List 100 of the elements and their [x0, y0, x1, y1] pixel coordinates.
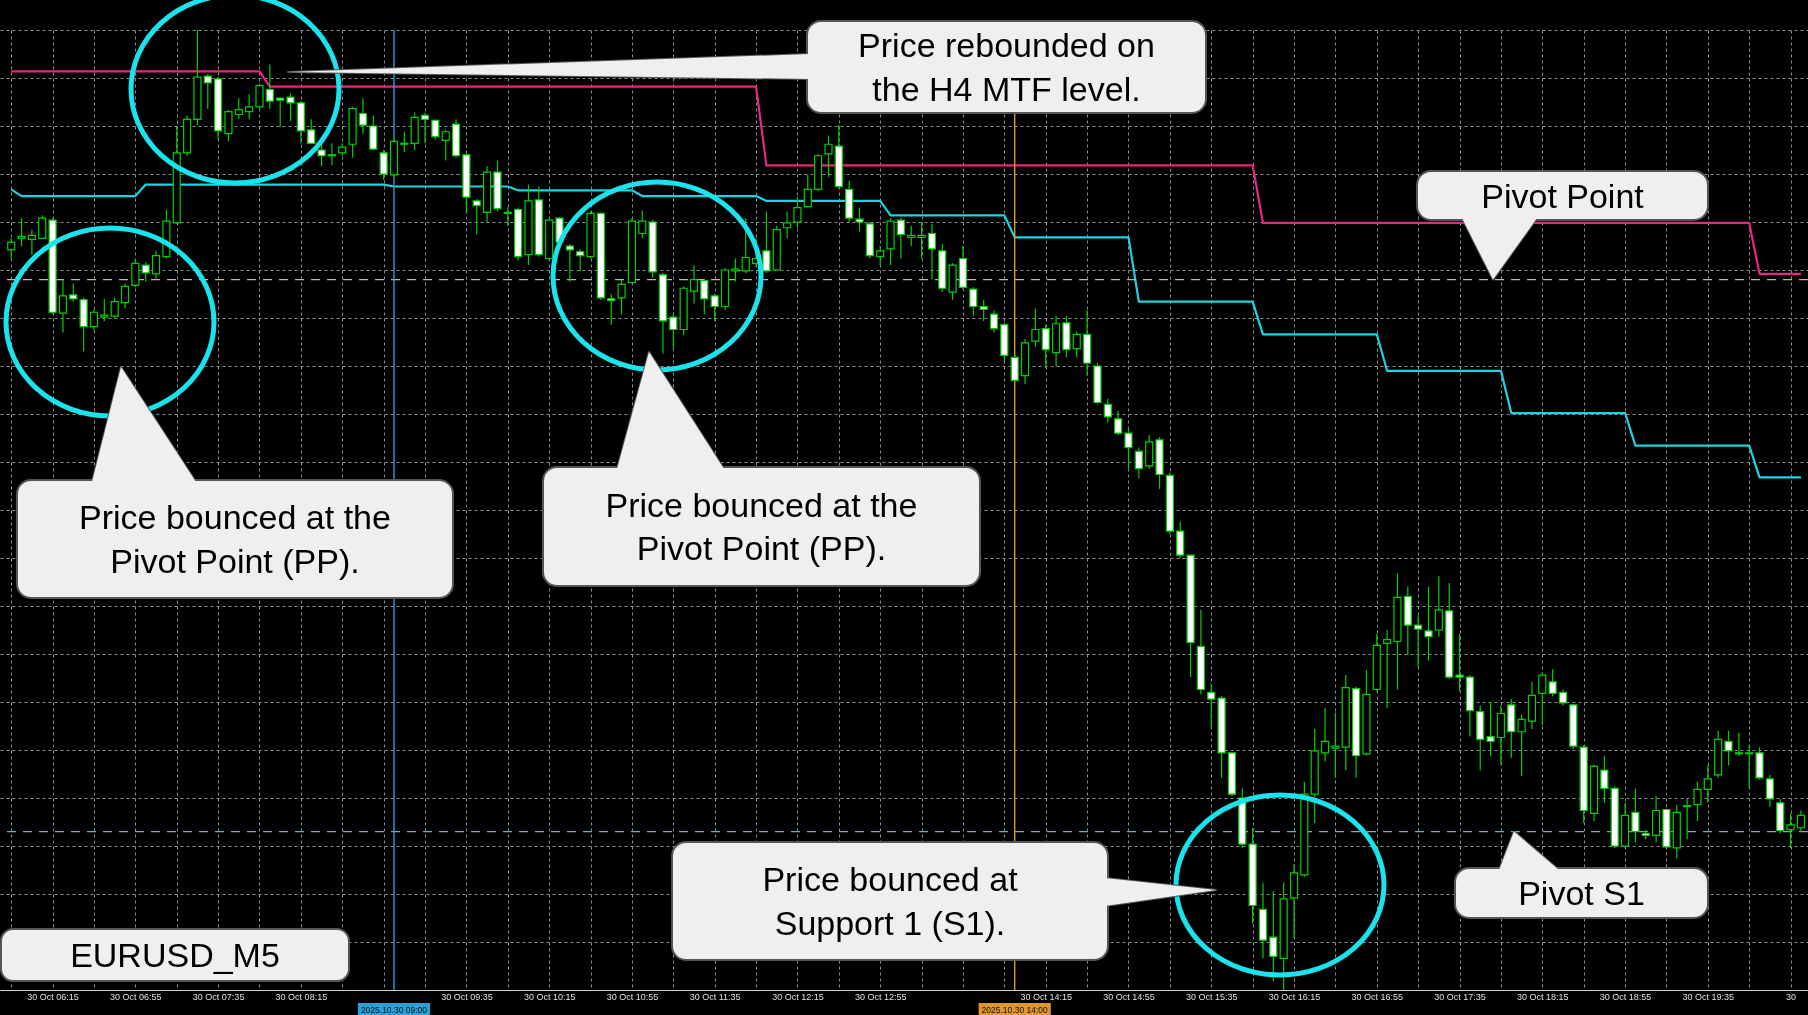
- candlestick: [420, 111, 430, 144]
- candlestick: [1320, 707, 1330, 763]
- candlestick: [1383, 629, 1392, 709]
- candlestick: [927, 223, 937, 281]
- candlestick: [1031, 307, 1040, 348]
- candlestick: [762, 210, 771, 274]
- candlestick: [793, 196, 802, 229]
- candlestick: [876, 245, 885, 266]
- candlestick: [669, 313, 678, 350]
- candlestick: [1724, 730, 1733, 766]
- ref-line-label: Pivot S1: [1518, 874, 1645, 912]
- x-tick-label: 30 Oct 06:55: [110, 991, 162, 1002]
- candlestick: [131, 257, 140, 288]
- candlestick: [358, 97, 368, 135]
- candlestick: [224, 109, 233, 142]
- candlestick: [710, 293, 719, 322]
- candlestick: [1517, 713, 1526, 777]
- x-tick-label: 30 Oct 10:55: [606, 991, 659, 1002]
- candlestick: [1693, 781, 1702, 822]
- candlestick: [917, 221, 926, 260]
- candlestick: [327, 142, 337, 166]
- x-tick-label: 30 Oct 12:55: [854, 991, 907, 1002]
- candlestick: [1414, 615, 1423, 669]
- annotation: Price bounced at the Pivot Point (PP).: [79, 498, 391, 580]
- candlestick: [27, 229, 36, 256]
- candlestick: [1124, 426, 1133, 470]
- candlestick: [1548, 668, 1557, 697]
- x-tick-label: 30 Oct 14:15: [1020, 991, 1072, 1002]
- x-tick-label: 30 Oct 16:15: [1268, 991, 1321, 1002]
- candlestick: [1269, 890, 1278, 982]
- x-tick-label: 30 Oct 06:15: [27, 991, 79, 1002]
- candlestick: [503, 207, 512, 227]
- candlestick: [7, 237, 16, 260]
- x-tick-label: 30 Oct 18:55: [1599, 991, 1652, 1002]
- x-tick-label: 30: [1786, 991, 1797, 1002]
- candlestick: [58, 279, 68, 333]
- candlestick: [979, 299, 988, 322]
- candlestick: [1103, 398, 1112, 424]
- x-tick-label: 30 Oct 19:35: [1682, 991, 1735, 1002]
- x-tick-label: 30 Oct 07:35: [192, 991, 245, 1002]
- candlestick: [1207, 683, 1216, 730]
- candlestick: [638, 209, 647, 239]
- candlestick: [120, 282, 130, 309]
- candlestick: [286, 92, 295, 122]
- candlestick: [741, 217, 750, 274]
- candlestick: [265, 63, 274, 110]
- candlestick: [276, 97, 285, 128]
- candlestick: [824, 135, 833, 178]
- candlestick: [969, 286, 978, 317]
- candlestick: [855, 207, 864, 233]
- candlestick: [203, 73, 212, 110]
- candlestick: [689, 264, 699, 305]
- candlestick: [1072, 330, 1081, 358]
- candlestick: [1745, 744, 1754, 789]
- candlestick: [1631, 787, 1640, 843]
- candlestick: [69, 282, 78, 303]
- candlestick: [245, 93, 254, 120]
- x-tick-label: 30 Oct 17:35: [1434, 991, 1486, 1002]
- candlestick: [1455, 633, 1464, 693]
- annotation: Price bounced at Support 1 (S1).: [762, 860, 1019, 942]
- candlestick: [1145, 434, 1154, 470]
- candlestick: [783, 210, 792, 239]
- candlestick: [369, 114, 378, 151]
- candlestick: [255, 83, 264, 110]
- candlestick: [89, 308, 99, 332]
- candlestick: [576, 248, 585, 272]
- candlestick: [1176, 520, 1185, 559]
- ref-line-label: Pivot Point: [1481, 176, 1645, 215]
- candlestick: [151, 250, 161, 281]
- annotation: Price bounced at the Pivot Point (PP).: [605, 485, 918, 568]
- candlestick: [441, 129, 450, 162]
- text: EURUSD_M5: [70, 936, 280, 974]
- candlestick: [1486, 701, 1495, 757]
- candlestick: [989, 309, 999, 333]
- x-tick-label: 30 Oct 16:55: [1351, 991, 1404, 1002]
- candlestick: [1424, 586, 1433, 662]
- candlestick: [400, 131, 409, 153]
- candlestick: [234, 97, 243, 120]
- x-tick-label: 30 Oct 14:55: [1103, 991, 1155, 1002]
- candlestick: [431, 118, 440, 141]
- x-tick-label: 30 Oct 18:15: [1517, 991, 1569, 1002]
- x-tick-label: 30 Oct 11:35: [689, 991, 741, 1002]
- candlestick: [379, 149, 388, 181]
- candlestick: [896, 217, 905, 260]
- candlestick: [472, 198, 481, 236]
- candlestick: [731, 257, 740, 283]
- x-tick-label: 30 Oct 12:15: [772, 991, 824, 1002]
- candlestick: [803, 174, 812, 209]
- candlestick: [110, 297, 119, 319]
- candlestick: [1041, 324, 1050, 369]
- candlestick: [1538, 671, 1547, 726]
- candlestick: [607, 293, 616, 326]
- candlestick: [1331, 711, 1340, 779]
- candlestick: [17, 217, 26, 247]
- candlestick: [565, 243, 574, 283]
- annotation: Price rebounded on the H4 MTF level.: [858, 26, 1155, 108]
- candlestick: [1114, 410, 1123, 436]
- x-tick-label: 30 Oct 08:15: [275, 991, 328, 1002]
- candlestick: [307, 118, 316, 145]
- x-tick-label: 30 Oct 09:35: [441, 991, 493, 1002]
